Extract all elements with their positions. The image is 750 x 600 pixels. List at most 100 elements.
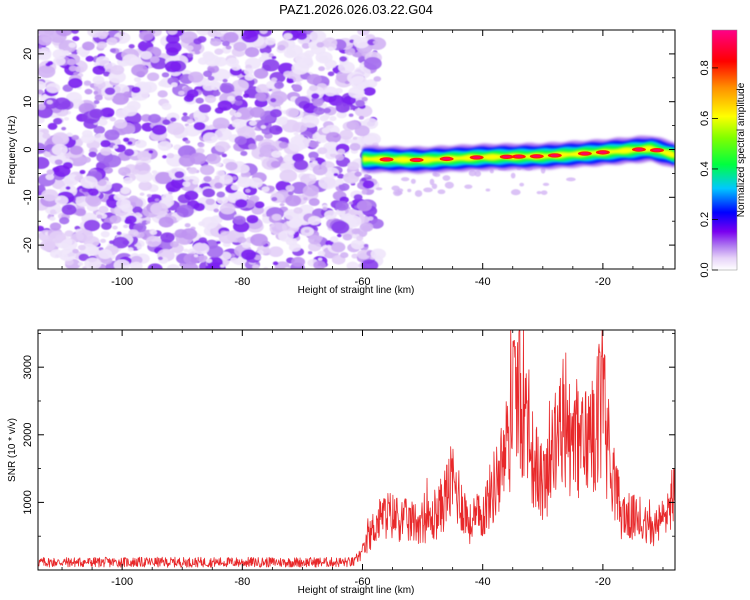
spectrogram-noise-blob (113, 193, 123, 201)
snr-ylabel: SNR (10 * v/v) (7, 418, 18, 482)
spectrogram-noise-blob (222, 78, 228, 83)
spectrogram-noise-blob (198, 221, 205, 227)
spectrogram-noise-blob (74, 208, 87, 217)
spectrogram-noise-blob (166, 152, 175, 159)
spectrogram-xtick-label: -60 (355, 276, 371, 288)
spectrogram-noise-blob (352, 136, 358, 140)
spectrogram-noise-blob (100, 147, 112, 156)
spectrogram-noise-blob (248, 143, 257, 150)
spectrogram-noise-blob (68, 42, 76, 48)
spectrogram-xtick-label: -20 (595, 276, 611, 288)
spectrogram-noise-blob (46, 83, 61, 94)
spectrogram-noise-blob (215, 170, 226, 177)
spectrogram-noise-blob (77, 262, 84, 266)
spectrogram-noise-blob (237, 176, 253, 188)
spectrogram-noise-blob (278, 141, 289, 149)
spectrogram-noise-blob (361, 189, 368, 195)
spectrogram-noise-blob (349, 142, 361, 151)
spectrogram-noise-blob (157, 90, 168, 98)
spectrogram-noise-blob (202, 188, 216, 198)
spectrogram-noise-blob (38, 225, 45, 232)
spectrogram-noise-blob (279, 169, 298, 183)
spectrogram-noise-blob (38, 142, 47, 155)
spectrogram-band-peak-core (652, 149, 661, 152)
spectrogram-noise-blob (71, 232, 85, 242)
spectrogram-noise-blob (62, 162, 73, 170)
spectrogram-noise-blob (45, 173, 55, 181)
spectrogram-noise-blob (109, 116, 116, 122)
spectrogram-noise-blob (510, 172, 516, 179)
spectrogram-noise-blob (363, 57, 382, 70)
spectrogram-noise-blob (474, 170, 482, 177)
spectrogram-noise-blob (38, 103, 46, 111)
spectrogram-noise-blob (216, 195, 229, 205)
spectrogram-noise-blob (312, 99, 324, 107)
spectrogram-noise-blob (261, 52, 270, 59)
spectrogram-band-peak-core (412, 158, 421, 162)
spectrogram-noise-blob (125, 215, 137, 224)
spectrogram-noise-blob (327, 71, 335, 77)
spectrogram-noise-blob (343, 95, 356, 105)
spectrogram-noise-blob (325, 240, 334, 247)
spectrogram-noise-blob (131, 64, 149, 77)
spectrogram-noise-blob (226, 145, 231, 149)
spectrogram-noise-blob (347, 71, 365, 84)
spectrogram-noise-blob (316, 42, 325, 48)
spectrogram-band-peak-core (472, 156, 481, 159)
spectrogram-noise-blob (329, 236, 339, 243)
spectrogram-noise-blob (93, 90, 99, 95)
spectrogram-noise-blob (336, 110, 347, 119)
spectrogram-noise-blob (237, 236, 247, 244)
spectrogram-noise-blob (349, 39, 355, 44)
spectrogram-noise-blob (271, 213, 282, 221)
spectrogram-noise-blob (140, 51, 153, 60)
spectrogram-noise-blob (296, 32, 308, 40)
spectrogram-noise-blob (269, 108, 282, 118)
spectrogram-noise-blob (361, 96, 368, 102)
spectrogram-noise-blob (331, 242, 346, 253)
spectrogram-noise-blob (161, 72, 170, 78)
spectrogram-noise-blob (138, 181, 153, 191)
spectrogram-noise-blob (323, 86, 338, 97)
spectrogram-noise-blob (134, 139, 147, 149)
spectrogram-noise-blob (100, 238, 106, 244)
spectrogram-noise-blob (106, 37, 118, 46)
spectrogram-ytick-label: 0 (22, 146, 34, 152)
spectrogram-noise-blob (120, 186, 131, 195)
spectrogram-noise-blob (71, 30, 79, 34)
spectrogram-noise-blob (318, 108, 323, 112)
spectrogram-noise-blob (431, 183, 438, 190)
spectrogram-noise-blob (186, 45, 194, 51)
spectrogram-noise-blob (151, 170, 158, 175)
spectrogram-noise-blob (283, 71, 293, 78)
spectrogram-noise-blob (84, 88, 93, 95)
spectrogram-noise-blob (127, 141, 133, 145)
spectrogram-noise-blob (205, 258, 213, 264)
spectrogram-noise-blob (112, 225, 118, 230)
spectrogram-noise-blob (197, 142, 205, 148)
spectrogram-noise-blob (288, 218, 301, 228)
spectrogram-noise-blob (240, 150, 248, 156)
spectrogram-noise-blob (218, 231, 237, 244)
spectrogram-band-peak-core (442, 157, 451, 161)
spectrogram-noise-blob (164, 60, 182, 73)
spectrogram-noise-blob (313, 260, 326, 269)
spectrogram-noise-blob (510, 189, 521, 196)
spectrogram-noise-blob (38, 184, 46, 192)
spectrogram-noise-blob (287, 230, 295, 236)
spectrogram-noise-blob (355, 99, 365, 107)
spectrogram-noise-blob (77, 244, 86, 251)
spectrogram-noise-blob (75, 157, 82, 163)
spectrogram-noise-blob (305, 114, 314, 121)
spectrogram-noise-blob (85, 194, 100, 205)
spectrogram-noise-blob (354, 171, 362, 177)
spectrogram-noise-blob (195, 97, 204, 104)
snr-ytick-label: 3000 (22, 355, 34, 379)
spectrogram-noise-blob (255, 84, 270, 94)
spectrogram-noise-blob (234, 95, 243, 102)
spectrogram-noise-blob (291, 62, 310, 75)
spectrogram-xtick-label: -100 (111, 276, 133, 288)
spectrogram-noise-blob (288, 243, 301, 252)
spectrogram-xtick-label: -80 (234, 276, 250, 288)
spectrogram-noise-blob (100, 139, 111, 148)
